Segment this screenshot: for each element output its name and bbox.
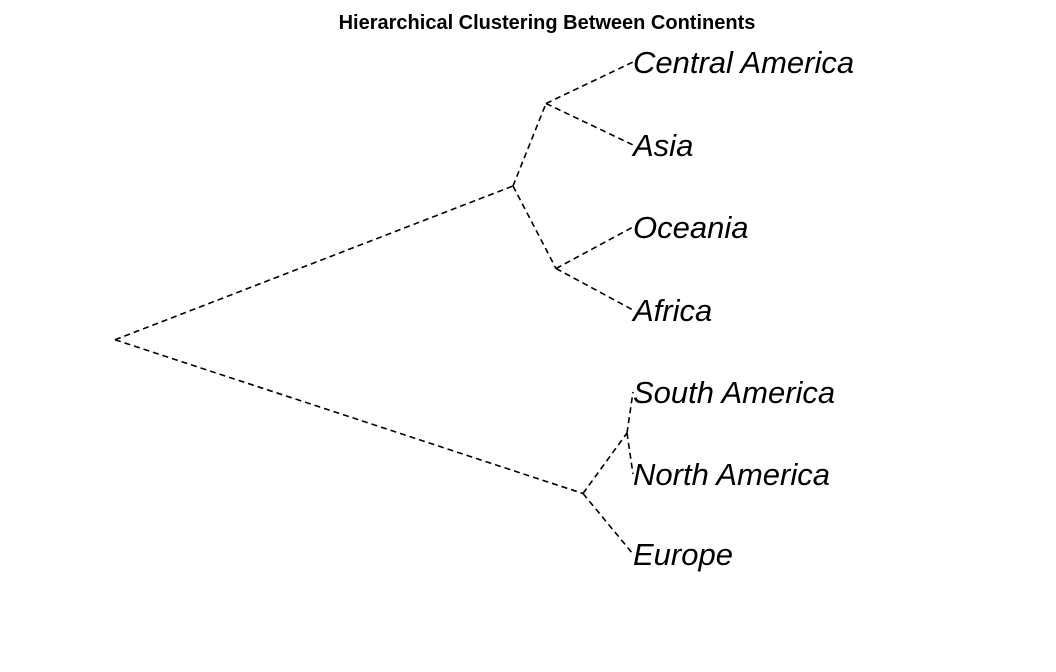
leaf-label-south-america: South America (633, 375, 835, 410)
dendrogram-leaf-labels: Central America Asia Oceania Africa South Am… (631, 45, 854, 572)
branch-central-america (545, 61, 634, 105)
leaf-label-north-america: North America (633, 457, 830, 492)
branch-north-america (626, 432, 634, 475)
branch-europe (582, 492, 634, 555)
leaf-label-central-america: Central America (633, 45, 854, 80)
branch-cluster-r10 (582, 432, 628, 494)
leaf-label-asia: Asia (631, 128, 693, 163)
branch-cluster-r01 (512, 185, 557, 269)
branch-south-america (626, 391, 634, 434)
branch-oceania (555, 226, 634, 270)
branch-cluster-r1 (114, 338, 584, 495)
dendrogram-branches (114, 61, 634, 555)
branch-asia (545, 102, 634, 146)
leaf-label-europe: Europe (633, 537, 733, 572)
leaf-label-africa: Africa (631, 293, 712, 328)
branch-africa (555, 267, 634, 311)
branch-cluster-r00 (512, 103, 547, 187)
chart-title: Hierarchical Clustering Between Continen… (339, 12, 756, 34)
leaf-label-oceania: Oceania (633, 210, 748, 245)
branch-cluster-r0 (114, 185, 514, 341)
